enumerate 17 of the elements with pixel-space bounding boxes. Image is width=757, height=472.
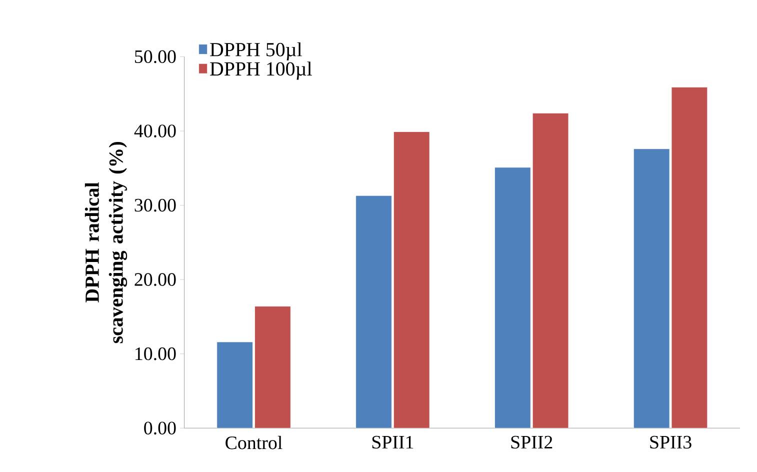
- y-tick-label: 10.00: [136, 347, 176, 360]
- y-tick-label: 40.00: [134, 124, 176, 138]
- bar: [532, 112, 569, 428]
- y-axis-title: DPPH radical scavenging activity (%): [84, 142, 128, 344]
- y-tick-label: 30.00: [134, 198, 176, 212]
- bar: [393, 132, 430, 428]
- y-tick-label: 50.00: [135, 50, 176, 64]
- legend-label: DPPH 50µl: [210, 42, 302, 60]
- bar: [254, 306, 291, 428]
- legend-label: DPPH 100µl: [210, 62, 312, 80]
- y-tick-label: 0.00: [144, 422, 176, 435]
- bar: [671, 86, 708, 428]
- x-tick-label: Control: [226, 436, 282, 450]
- x-tick-label: SPII1: [372, 436, 414, 449]
- y-tick-label: 20.00: [134, 273, 176, 286]
- x-tick-label: SPII3: [650, 436, 692, 449]
- x-tick-label: SPII2: [511, 436, 552, 449]
